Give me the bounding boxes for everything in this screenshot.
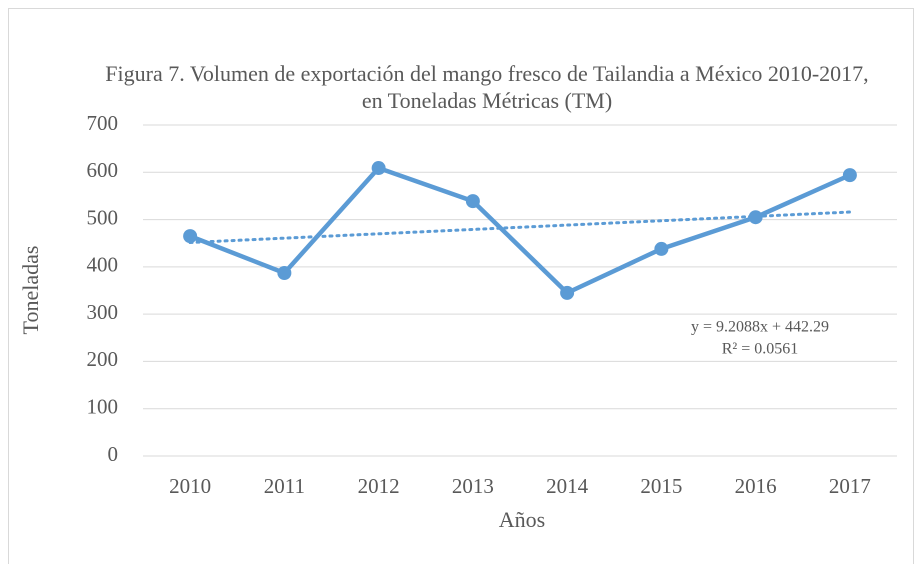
trendline-equation: y = 9.2088x + 442.29 xyxy=(691,319,829,336)
y-axis-title: Toneladas xyxy=(18,246,43,335)
x-tick-label: 2010 xyxy=(169,474,211,498)
x-axis-title: Años xyxy=(499,507,545,532)
y-tick-label: 500 xyxy=(87,205,119,229)
trendline xyxy=(188,210,852,245)
data-point xyxy=(748,210,763,225)
data-point xyxy=(371,161,386,176)
y-tick-label: 100 xyxy=(87,395,119,419)
chart-border xyxy=(8,8,914,564)
y-tick-label: 400 xyxy=(87,253,119,277)
data-point xyxy=(654,241,669,256)
x-tick-label: 2013 xyxy=(452,474,494,498)
x-tick-label: 2017 xyxy=(829,474,871,498)
chart-title: Figura 7. Volumen de exportación del man… xyxy=(105,61,869,113)
y-tick-label: 700 xyxy=(87,111,119,135)
y-tick-label: 600 xyxy=(87,158,119,182)
y-tick-label: 200 xyxy=(87,347,119,371)
x-tick-label: 2011 xyxy=(264,474,305,498)
x-tick-label: 2016 xyxy=(735,474,777,498)
x-tick-label: 2014 xyxy=(546,474,589,498)
data-point xyxy=(277,266,292,281)
data-point xyxy=(183,229,198,244)
data-point xyxy=(465,194,480,209)
x-tick-label: 2015 xyxy=(640,474,682,498)
x-tick-label: 2012 xyxy=(358,474,400,498)
trendline-r2: R² = 0.0561 xyxy=(722,341,799,358)
y-tick-label: 300 xyxy=(87,300,119,324)
data-line xyxy=(189,165,851,296)
data-point xyxy=(842,168,857,183)
data-point xyxy=(560,285,575,300)
y-tick-label: 0 xyxy=(108,442,119,466)
